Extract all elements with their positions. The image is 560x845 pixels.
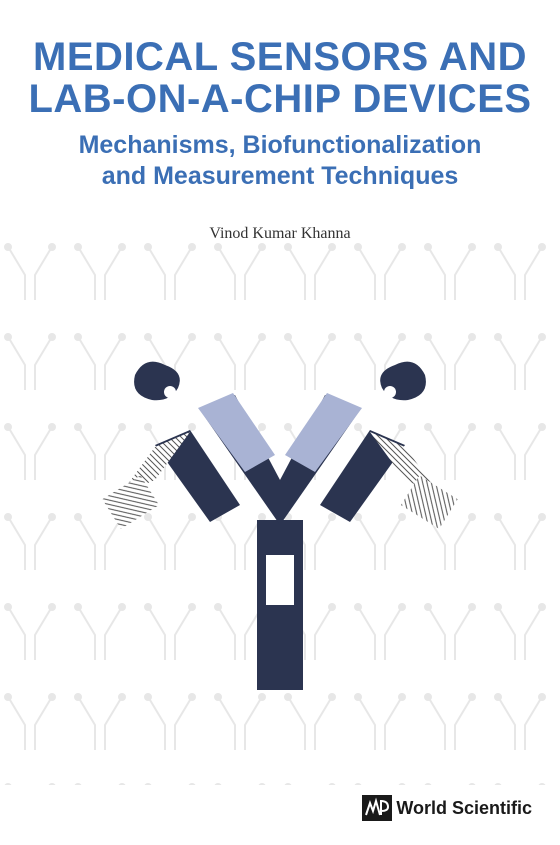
antibody-graphic [70,350,490,730]
right-outer-arm [320,430,458,529]
book-title: MEDICAL SENSORS AND LAB-ON-A-CHIP DEVICE… [0,0,560,120]
publisher: World Scientific [362,795,532,821]
subtitle-line-2: and Measurement Techniques [0,161,560,192]
right-antigen [380,362,426,401]
publisher-name: World Scientific [396,798,532,819]
book-subtitle: Mechanisms, Biofunctionalization and Mea… [0,130,560,193]
left-antigen [134,362,180,401]
left-outer-arm [102,430,240,529]
title-line-1: MEDICAL SENSORS AND [0,36,560,78]
book-cover: MEDICAL SENSORS AND LAB-ON-A-CHIP DEVICE… [0,0,560,845]
title-line-2: LAB-ON-A-CHIP DEVICES [0,78,560,120]
publisher-logo-icon [362,795,392,821]
subtitle-line-1: Mechanisms, Biofunctionalization [0,130,560,161]
